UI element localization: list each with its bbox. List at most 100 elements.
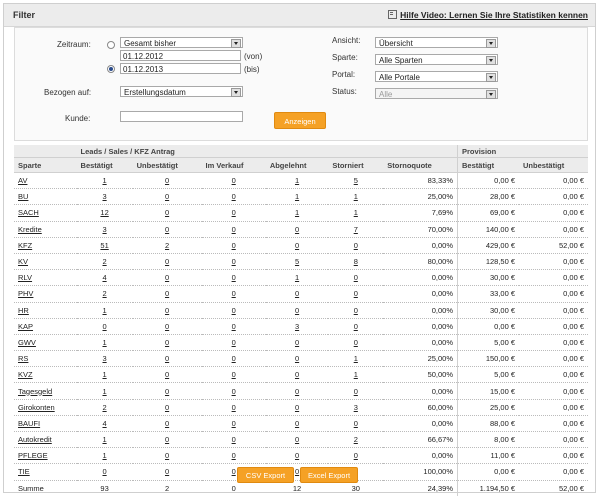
col-sparte-cell[interactable]: KAP <box>14 318 77 335</box>
col-unbestaetigt-cell[interactable]: 0 <box>132 415 202 433</box>
col-unbestaetigt-cell[interactable]: 0 <box>132 188 202 206</box>
col-abgelehnt-cell[interactable]: 0 <box>265 415 329 433</box>
zeitraum-select[interactable]: Gesamt bisher <box>120 37 243 48</box>
col-abgelehnt-cell[interactable]: 1 <box>265 188 329 206</box>
col-abgelehnt-cell[interactable]: 0 <box>265 221 329 238</box>
col-abgelehnt-cell[interactable]: 0 <box>265 285 329 303</box>
col-sparte-cell[interactable]: Girokonten <box>14 399 77 416</box>
col-im-verkauf-cell[interactable]: 0 <box>201 415 266 433</box>
col-im-verkauf-cell[interactable]: 0 <box>201 269 266 287</box>
col-unbestaetigt-cell[interactable]: 0 <box>132 285 202 303</box>
col-storniert-cell[interactable]: 0 <box>328 318 384 335</box>
col-bestaetigt-cell[interactable]: 1 <box>76 302 133 319</box>
col-im-verkauf-cell[interactable]: 0 <box>201 350 266 368</box>
col-storniert-cell[interactable]: 1 <box>328 366 384 384</box>
col-sparte-cell[interactable]: PFLEGE <box>14 447 77 465</box>
col-abgelehnt-cell[interactable]: 0 <box>265 237 329 254</box>
col-bestaetigt-cell[interactable]: 3 <box>76 188 133 206</box>
col-bestaetigt-cell[interactable]: 1 <box>76 447 133 465</box>
col-bestaetigt-cell[interactable]: 3 <box>76 350 133 368</box>
col-abgelehnt-cell[interactable]: 5 <box>265 253 329 271</box>
col-bestaetigt-cell[interactable]: 2 <box>76 253 133 271</box>
help-video-link[interactable]: Hilfe Video: Lernen Sie Ihre Statistiken… <box>388 10 588 20</box>
col-im-verkauf-cell[interactable]: 0 <box>201 188 266 206</box>
col-storniert-cell[interactable]: 0 <box>328 285 384 303</box>
col-bestaetigt-cell[interactable]: 4 <box>76 269 133 287</box>
col-bestaetigt-cell[interactable]: 1 <box>76 382 133 400</box>
col-unbestaetigt-cell[interactable]: 0 <box>132 269 202 287</box>
col-sparte-cell[interactable]: RLV <box>14 269 77 287</box>
col-storniert-cell[interactable]: 0 <box>328 415 384 433</box>
col-im-verkauf-cell[interactable]: 0 <box>201 382 266 400</box>
col-abgelehnt-cell[interactable]: 3 <box>265 318 329 335</box>
col-unbestaetigt-cell[interactable]: 0 <box>132 366 202 384</box>
col-abgelehnt-cell[interactable]: 1 <box>265 172 329 190</box>
date-to-input[interactable]: 01.12.2013 <box>120 63 241 74</box>
kunde-input[interactable] <box>120 111 243 122</box>
col-unbestaetigt-cell[interactable]: 0 <box>132 253 202 271</box>
col-storniert-cell[interactable]: 0 <box>328 302 384 319</box>
col-storniert-cell[interactable]: 5 <box>328 172 384 190</box>
col-sparte-cell[interactable]: TIE <box>14 463 77 481</box>
col-storniert-cell[interactable]: 0 <box>328 447 384 465</box>
col-abgelehnt-cell[interactable]: 1 <box>265 269 329 287</box>
col-storniert-cell[interactable]: 2 <box>328 431 384 449</box>
sparte-select[interactable]: Alle Sparten <box>375 54 498 65</box>
col-unbestaetigt-cell[interactable]: 0 <box>132 447 202 465</box>
col-bestaetigt-cell[interactable]: 12 <box>76 204 133 222</box>
col-im-verkauf-cell[interactable]: 0 <box>201 334 266 352</box>
col-unbestaetigt-cell[interactable]: 0 <box>132 463 202 481</box>
col-unbestaetigt-cell[interactable]: 0 <box>132 399 202 416</box>
col-abgelehnt-cell[interactable]: 0 <box>265 431 329 449</box>
col-im-verkauf-cell[interactable]: 0 <box>201 431 266 449</box>
col-im-verkauf-cell[interactable]: 0 <box>201 221 266 238</box>
csv-export-button[interactable]: CSV Export <box>237 467 294 483</box>
zeitraum-preset-radio[interactable] <box>107 41 115 49</box>
col-bestaetigt-cell[interactable]: 51 <box>76 237 133 254</box>
col-bestaetigt-cell[interactable]: 2 <box>76 399 133 416</box>
show-button[interactable]: Anzeigen <box>274 112 326 129</box>
col-bestaetigt-cell[interactable]: 4 <box>76 415 133 433</box>
col-sparte-cell[interactable]: BU <box>14 188 77 206</box>
zeitraum-custom-radio[interactable] <box>107 65 115 73</box>
col-im-verkauf-cell[interactable]: 0 <box>201 366 266 384</box>
col-bestaetigt-cell[interactable]: 1 <box>76 172 133 190</box>
col-bestaetigt-cell[interactable]: 2 <box>76 285 133 303</box>
col-abgelehnt-cell[interactable]: 0 <box>265 382 329 400</box>
col-storniert-cell[interactable]: 8 <box>328 253 384 271</box>
col-abgelehnt-cell[interactable]: 0 <box>265 399 329 416</box>
col-storniert-cell[interactable]: 1 <box>328 188 384 206</box>
col-im-verkauf-cell[interactable]: 0 <box>201 399 266 416</box>
col-abgelehnt-cell[interactable]: 1 <box>265 204 329 222</box>
col-bestaetigt-cell[interactable]: 0 <box>76 463 133 481</box>
col-storniert-cell[interactable]: 3 <box>328 399 384 416</box>
col-unbestaetigt-cell[interactable]: 0 <box>132 334 202 352</box>
col-sparte-cell[interactable]: HR <box>14 302 77 319</box>
col-sparte-cell[interactable]: SACH <box>14 204 77 222</box>
col-bestaetigt-cell[interactable]: 3 <box>76 221 133 238</box>
col-im-verkauf-cell[interactable]: 0 <box>201 253 266 271</box>
col-im-verkauf-cell[interactable]: 0 <box>201 285 266 303</box>
col-storniert-cell[interactable]: 1 <box>328 350 384 368</box>
col-unbestaetigt-cell[interactable]: 0 <box>132 204 202 222</box>
col-unbestaetigt-cell[interactable]: 2 <box>132 237 202 254</box>
col-storniert-cell[interactable]: 0 <box>328 269 384 287</box>
excel-export-button[interactable]: Excel Export <box>300 467 358 483</box>
col-storniert-cell[interactable]: 0 <box>328 237 384 254</box>
portal-select[interactable]: Alle Portale <box>375 71 498 82</box>
col-unbestaetigt-cell[interactable]: 0 <box>132 350 202 368</box>
col-sparte-cell[interactable]: PHV <box>14 285 77 303</box>
col-abgelehnt-cell[interactable]: 0 <box>265 366 329 384</box>
col-sparte-cell[interactable]: Tagesgeld <box>14 382 77 400</box>
col-unbestaetigt-cell[interactable]: 0 <box>132 431 202 449</box>
col-storniert-cell[interactable]: 1 <box>328 204 384 222</box>
col-unbestaetigt-cell[interactable]: 0 <box>132 172 202 190</box>
col-sparte-cell[interactable]: KVZ <box>14 366 77 384</box>
col-abgelehnt-cell[interactable]: 0 <box>265 350 329 368</box>
col-sparte-cell[interactable]: Autokredit <box>14 431 77 449</box>
col-abgelehnt-cell[interactable]: 0 <box>265 334 329 352</box>
col-abgelehnt-cell[interactable]: 0 <box>265 302 329 319</box>
col-storniert-cell[interactable]: 0 <box>328 334 384 352</box>
col-im-verkauf-cell[interactable]: 0 <box>201 204 266 222</box>
col-unbestaetigt-cell[interactable]: 0 <box>132 302 202 319</box>
